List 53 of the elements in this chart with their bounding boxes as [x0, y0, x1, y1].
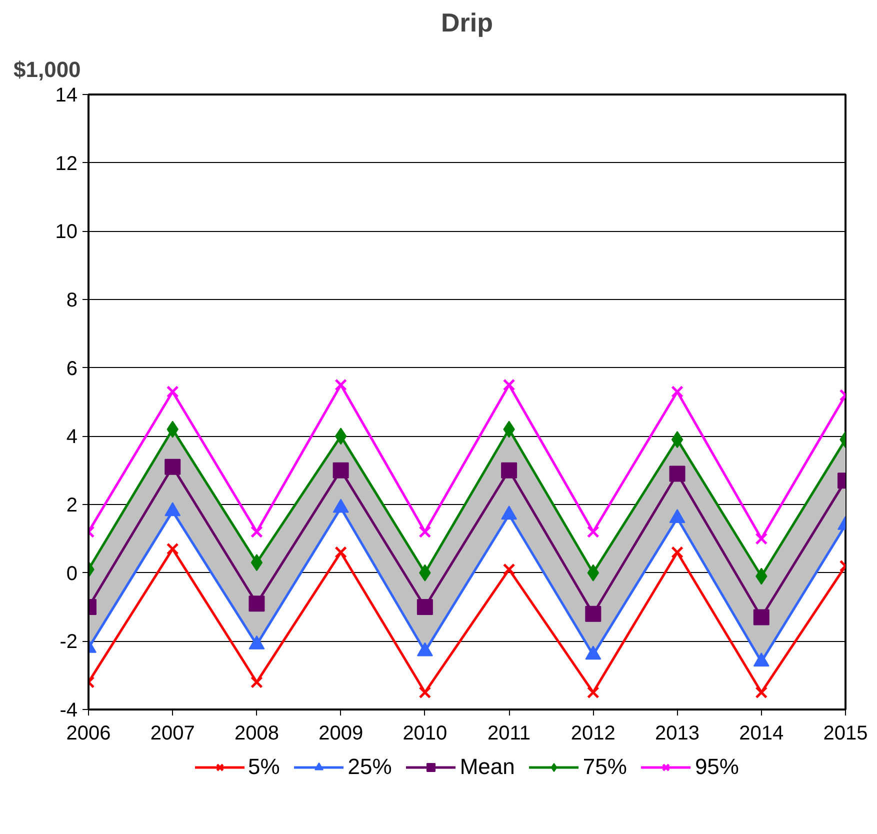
x-tick-label: 2010	[402, 722, 448, 744]
point	[586, 526, 600, 538]
x-tick-label: 2009	[318, 722, 364, 744]
point	[164, 458, 181, 475]
y-tick-label: 4	[66, 426, 78, 448]
point	[671, 431, 684, 448]
point	[166, 386, 179, 398]
y-tick-label: -2	[60, 631, 78, 654]
point	[248, 596, 265, 612]
point	[753, 609, 770, 626]
x-tick-label: 2007	[150, 722, 195, 744]
x-tick-label: 2012	[570, 722, 616, 744]
legend-label: 25%	[348, 754, 392, 780]
y-tick-label: 12	[55, 152, 78, 175]
chart-title: Drip	[441, 8, 493, 38]
x-tick-label: 2013	[655, 722, 700, 744]
y-tick-label: -4	[60, 700, 78, 722]
point	[250, 676, 263, 688]
point	[166, 542, 179, 556]
y-tick-label: 8	[66, 290, 78, 312]
point	[418, 526, 432, 538]
point	[502, 378, 516, 392]
x-tick-label: 2006	[66, 722, 111, 744]
y-tick-label: 14	[55, 84, 78, 106]
legend-label: 75%	[582, 754, 627, 780]
point	[332, 462, 349, 478]
legend-label: Mean	[460, 754, 515, 780]
point	[586, 686, 600, 699]
legend-label: 95%	[694, 754, 739, 780]
x-tick-label: 2014	[739, 722, 784, 744]
point	[334, 378, 348, 392]
legend-label: 5%	[248, 754, 280, 780]
y-tick-label: 6	[66, 358, 78, 380]
point	[671, 386, 684, 398]
point	[418, 686, 432, 699]
point	[755, 532, 768, 545]
y-tick-label: 2	[66, 494, 78, 516]
y-axis-title: $1,000	[14, 57, 81, 82]
point	[416, 599, 433, 615]
point	[755, 686, 768, 699]
x-tick-label: 2011	[488, 722, 531, 744]
x-tick-label: 2008	[234, 722, 279, 744]
point	[669, 466, 686, 482]
point	[671, 546, 684, 559]
point	[250, 554, 263, 572]
y-tick-label: 0	[66, 562, 78, 585]
point	[501, 462, 518, 478]
point	[334, 546, 348, 559]
y-tick-label: 10	[55, 221, 78, 244]
point	[585, 606, 602, 622]
x-tick-label: 2015	[823, 722, 868, 744]
point	[250, 526, 263, 538]
point	[502, 563, 516, 576]
